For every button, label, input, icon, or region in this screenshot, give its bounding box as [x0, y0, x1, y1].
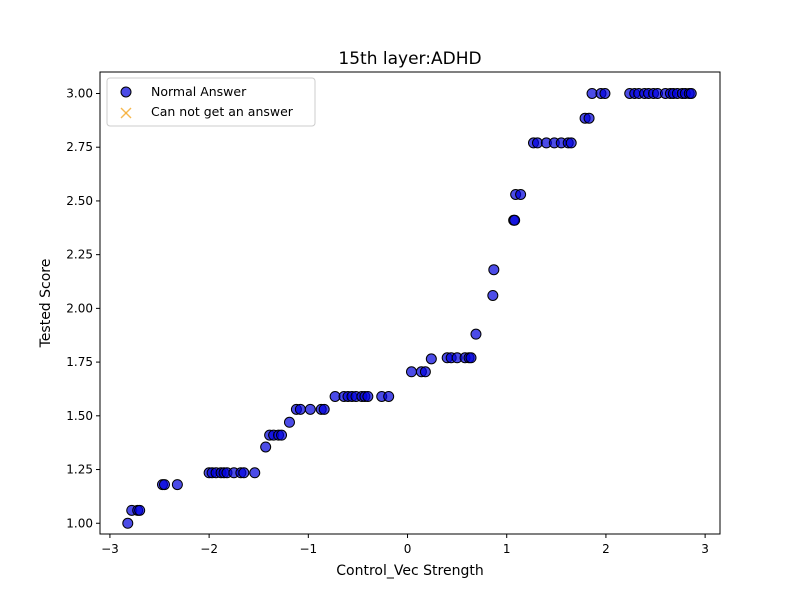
y-tick-label: 2.50 — [66, 194, 93, 208]
data-point — [249, 467, 261, 479]
data-point — [685, 87, 697, 99]
x-tick-label: 3 — [701, 542, 709, 556]
data-point — [509, 214, 521, 226]
legend-normal-answer-marker — [120, 86, 132, 98]
y-tick-label: 1.75 — [66, 355, 93, 369]
plot-frame — [99, 71, 721, 535]
data-point — [158, 479, 170, 491]
data-point — [488, 264, 500, 276]
data-point — [383, 390, 395, 402]
data-point — [470, 328, 482, 340]
data-point — [276, 429, 288, 441]
x-tick-label: 2 — [602, 542, 610, 556]
data-point — [134, 504, 146, 516]
data-point — [304, 403, 316, 415]
data-point — [465, 352, 477, 364]
data-point — [238, 467, 250, 479]
data-point — [419, 366, 431, 378]
y-tick-label: 1.00 — [66, 516, 93, 530]
data-point — [260, 441, 272, 453]
x-tick-label: −3 — [101, 542, 119, 556]
x-axis-label: Control_Vec Strength — [336, 563, 483, 579]
legend-no-answer-marker — [120, 107, 132, 119]
data-point — [583, 112, 595, 124]
data-point — [318, 403, 330, 415]
y-axis: 1.00 1.25 1.50 1.75 2.00 2.25 2.50 2.75 3.00 — [66, 86, 100, 530]
data-point — [362, 390, 374, 402]
data-point — [122, 517, 134, 529]
x-tick-label: −2 — [200, 542, 218, 556]
y-tick-label: 2.25 — [66, 248, 93, 262]
y-tick-label: 1.25 — [66, 463, 93, 477]
y-tick-label: 2.75 — [66, 140, 93, 154]
y-axis-label: Tested Score — [38, 259, 54, 349]
data-point — [171, 479, 183, 491]
data-point — [515, 188, 527, 200]
x-tick-label: −1 — [299, 542, 317, 556]
data-point — [294, 403, 306, 415]
data-point — [425, 353, 437, 365]
legend-normal-answer-label: Normal Answer — [151, 84, 247, 99]
chart-title: 15th layer:ADHD — [338, 49, 481, 69]
legend: Normal Answer Can not get an answer — [106, 77, 316, 127]
data-point — [565, 137, 577, 149]
y-tick-label: 3.00 — [66, 86, 93, 100]
data-point — [405, 366, 417, 378]
y-tick-label: 2.00 — [66, 301, 93, 315]
data-point — [599, 87, 611, 99]
x-axis: −3 −2 −1 0 1 2 3 — [101, 534, 709, 556]
legend-frame — [106, 77, 316, 127]
data-point — [487, 289, 499, 301]
x-tick-label: 1 — [503, 542, 511, 556]
legend-no-answer-label: Can not get an answer — [151, 104, 294, 119]
data-points — [122, 87, 697, 529]
y-tick-label: 1.50 — [66, 409, 93, 423]
x-tick-label: 0 — [404, 542, 412, 556]
data-point — [283, 416, 295, 428]
